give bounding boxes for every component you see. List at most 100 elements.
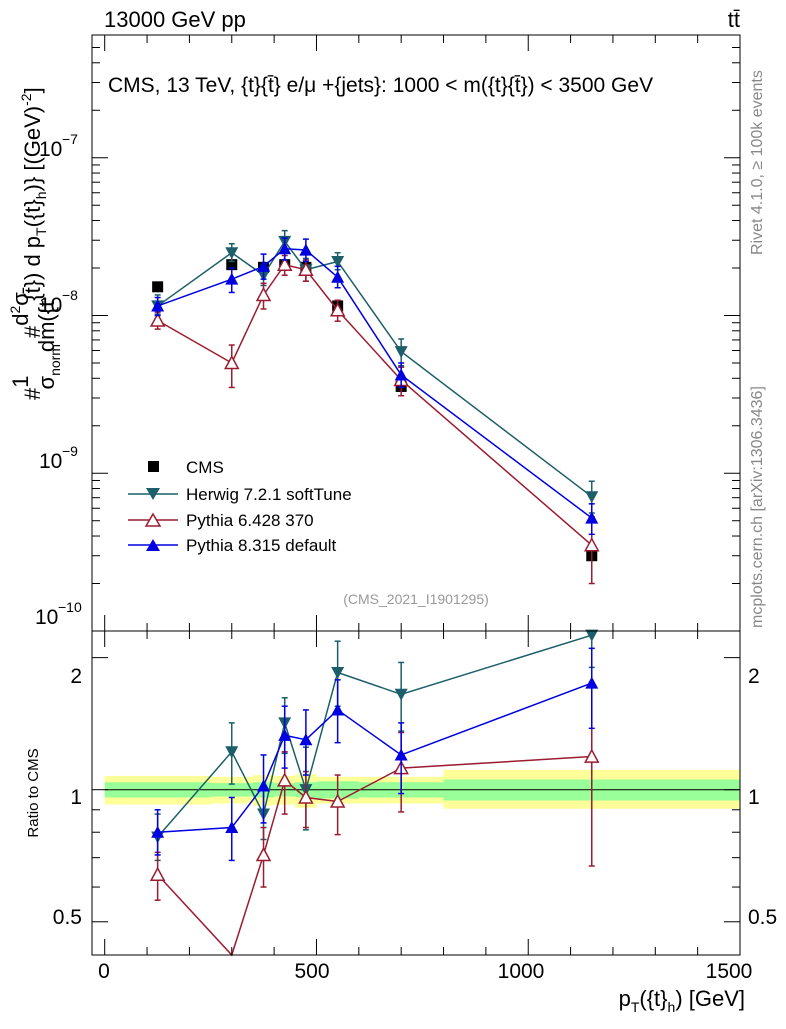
legend-label-cms: CMS: [186, 458, 224, 477]
ylabel-part-dm: dm({t: [34, 301, 59, 352]
ylabel-part-hash1: #: [20, 387, 45, 400]
series-pythia-8-315-default: [151, 237, 599, 536]
ylabel-part-T: T: [33, 227, 49, 236]
ylabel-part-norm: norm: [47, 344, 63, 376]
ylabel-part-d: d: [8, 314, 33, 326]
xlabel-t: ({t}: [639, 986, 667, 1011]
analysis-tag: (CMS_2021_I1901295): [343, 591, 489, 607]
data-point: [149, 866, 166, 882]
series-line-pythia-8-315-default: [157, 682, 593, 833]
ytick-label-1e-7-exp: −7: [62, 131, 78, 147]
ratio-y-ticks: [92, 657, 740, 923]
series-pythia-6-428-370: [149, 682, 600, 957]
ytick-label-1e-8-base: 10: [39, 294, 62, 317]
legend-label-herwig: Herwig 7.2.1 softTune: [186, 485, 352, 504]
data-point: [584, 537, 600, 552]
data-point: [394, 346, 408, 359]
ratio-ylabel: Ratio to CMS: [25, 748, 42, 837]
data-point: [585, 511, 599, 524]
ytick-label-1e-9-base: 10: [39, 450, 62, 473]
series-line-herwig-7-2-1-softtune: [157, 634, 592, 838]
data-point: [299, 733, 313, 746]
ylabel-part-close: ]: [20, 87, 45, 93]
xtick-0: 0: [98, 960, 110, 983]
series-line-pythia-6-428-370: [157, 755, 592, 957]
mcplots-label: mcplots.cern.ch [arXiv:1306.3436]: [749, 386, 766, 628]
ratio-x-ticks: [104, 631, 741, 955]
ylabel-part-h: h: [33, 191, 49, 199]
data-point: [585, 629, 599, 642]
ytick-label-1e-8-exp: −8: [62, 287, 78, 303]
main-ylabel: #1σnorm#d2σdm({t{t̄}) d pT({t}h)} [(GeV)…: [7, 87, 63, 400]
data-point: [225, 821, 239, 834]
ratio-ytick-0.5: 0.5: [53, 906, 82, 929]
ylabel-part-exp: -2: [18, 93, 34, 106]
data-point: [255, 846, 272, 862]
ratio-panel: 0.5 1 2 0.5 1 2 Ratio to CMS 0 500 1000 …: [25, 629, 777, 1015]
data-point: [257, 779, 271, 792]
legend-marker-pythia6: [144, 512, 162, 527]
ratio-ytick-right-2: 2: [748, 665, 760, 688]
ytick-label-1e-10-base: 10: [35, 606, 58, 629]
ratio-frame: [91, 630, 741, 956]
series-pythia-6-428-370: [149, 254, 600, 585]
ratio-xtick-labels: 0 500 1000 1500: [98, 960, 752, 983]
legend-marker-herwig: [146, 488, 160, 500]
beam-label: 13000 GeV pp: [104, 7, 246, 32]
xtick-500: 500: [294, 960, 329, 983]
data-point: [298, 261, 314, 277]
data-point: [151, 825, 165, 838]
data-point: [298, 789, 314, 804]
data-point: [224, 354, 240, 370]
series-herwig-7-2-1-softtune: [151, 629, 599, 862]
ratio-ytick-right-0.5: 0.5: [748, 906, 777, 929]
data-point: [331, 703, 345, 716]
xtick-1500: 1500: [706, 960, 753, 983]
series-line-pythia-6-428-370: [157, 263, 593, 546]
data-point: [584, 748, 600, 763]
data-point: [331, 255, 345, 268]
data-point: [585, 491, 599, 504]
ylabel-part-sigma2: σ: [8, 292, 33, 306]
ylabel-part-sigma: σ: [34, 376, 59, 390]
ylabel-part-dpt: {t̄}) d p: [20, 236, 45, 301]
ytick-label-1e-9-exp: −9: [62, 443, 78, 459]
ratio-series: [149, 629, 600, 957]
ytick-label-1e-10-exp: −10: [58, 599, 82, 615]
legend-label-pythia8: Pythia 8.315 default: [186, 536, 337, 555]
series-line-herwig-7-2-1-softtune: [157, 240, 593, 498]
data-point: [255, 286, 272, 302]
data-point: [276, 256, 293, 271]
legend: CMS Herwig 7.2.1 softTune Pythia 6.428 3…: [128, 458, 352, 555]
data-point: [585, 676, 599, 689]
data-point: [152, 281, 164, 293]
data-point: [225, 746, 239, 759]
ratio-ytick-2: 2: [70, 665, 82, 688]
data-point: [278, 242, 292, 255]
svg-text:pT({t}h) [GeV]: pT({t}h) [GeV]: [619, 986, 745, 1015]
series-line-pythia-8-315-default: [157, 247, 593, 519]
data-point: [276, 772, 293, 787]
main-y-ticks: [92, 34, 740, 632]
ylabel-part-gev: )} [(GeV): [20, 106, 45, 192]
data-point: [329, 793, 346, 808]
data-point: [257, 259, 271, 272]
ylabel-part-hash2: #: [20, 325, 45, 338]
ratio-ytick-right-1: 1: [748, 786, 760, 809]
data-point: [394, 748, 408, 761]
main-panel: CMS, 13 TeV, {t}{t̄} e/μ +{jets}: 1000 <…: [7, 34, 741, 632]
ylabel-part-t: ({t}: [20, 199, 45, 227]
data-point: [225, 272, 239, 285]
xtick-1000: 1000: [498, 960, 545, 983]
data-point: [394, 688, 408, 701]
legend-marker-pythia8: [146, 539, 160, 551]
data-point: [394, 368, 408, 381]
series-pythia-8-315-default: [151, 647, 599, 862]
main-title: CMS, 13 TeV, {t}{t̄} e/μ +{jets}: 1000 <…: [108, 74, 653, 97]
data-point: [151, 299, 165, 312]
legend-marker-cms: [148, 461, 159, 472]
ylabel-part-two: 2: [7, 306, 23, 314]
data-point: [331, 270, 345, 283]
data-point: [278, 728, 292, 741]
